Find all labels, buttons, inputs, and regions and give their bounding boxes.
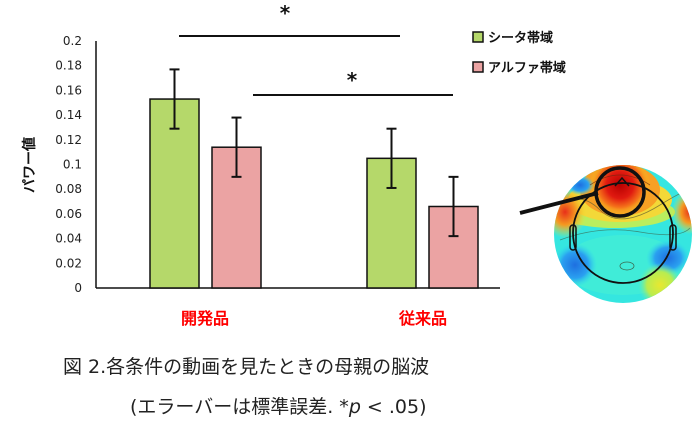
y-tick-label: 0.14 bbox=[55, 108, 82, 122]
right-ear bbox=[669, 224, 677, 251]
y-tick-label: 0.02 bbox=[55, 256, 82, 270]
category-label: 開発品 bbox=[181, 309, 229, 328]
y-tick-label: 0.16 bbox=[55, 83, 82, 97]
legend-swatch bbox=[472, 61, 484, 73]
y-tick-label: 0.18 bbox=[55, 59, 82, 73]
bars bbox=[149, 68, 479, 289]
significance-star-alpha: * bbox=[347, 68, 358, 92]
caption-note-suffix: < .05) bbox=[360, 396, 427, 418]
nose bbox=[614, 176, 630, 187]
y-tick-label: 0.1 bbox=[63, 158, 82, 172]
caption-note-prefix: (エラーバーは標準誤差. * bbox=[130, 396, 349, 418]
significance-annotations: * * bbox=[179, 1, 453, 96]
head-outline bbox=[572, 182, 674, 284]
y-tick-label: 0.12 bbox=[55, 133, 82, 147]
y-tick-label: 0.06 bbox=[55, 207, 82, 221]
legend-label: アルファ帯域 bbox=[488, 60, 566, 76]
y-tick-label: 0.08 bbox=[55, 182, 82, 196]
category-label: 従来品 bbox=[398, 309, 447, 328]
legend-swatch bbox=[472, 31, 484, 43]
y-tick-label: 0 bbox=[74, 281, 82, 295]
caption-p-symbol: p bbox=[348, 396, 361, 418]
y-axis-label: パワー値 bbox=[21, 137, 38, 193]
significance-star-theta: * bbox=[280, 1, 291, 25]
figure-caption-line1: 図 2.各条件の動画を見たときの母親の脳波 bbox=[63, 352, 429, 379]
left-ear bbox=[569, 224, 577, 251]
y-tick-label: 0.04 bbox=[55, 232, 82, 246]
legend-label: シータ帯域 bbox=[488, 30, 553, 46]
caption-title: 図 2.各条件の動画を見たときの母親の脳波 bbox=[63, 356, 430, 378]
y-tick-label: 0.2 bbox=[63, 34, 82, 48]
y-axis-ticks: 0 0.02 0.04 0.06 0.08 0.1 0.12 0.14 0.16 0.18 0.2 bbox=[55, 34, 82, 295]
category-labels: 開発品 従来品 bbox=[181, 309, 447, 328]
pointer-line bbox=[519, 191, 599, 215]
brain-topomap-icon bbox=[519, 165, 692, 303]
figure-caption-line2: (エラーバーは標準誤差. *p < .05) bbox=[130, 392, 427, 419]
